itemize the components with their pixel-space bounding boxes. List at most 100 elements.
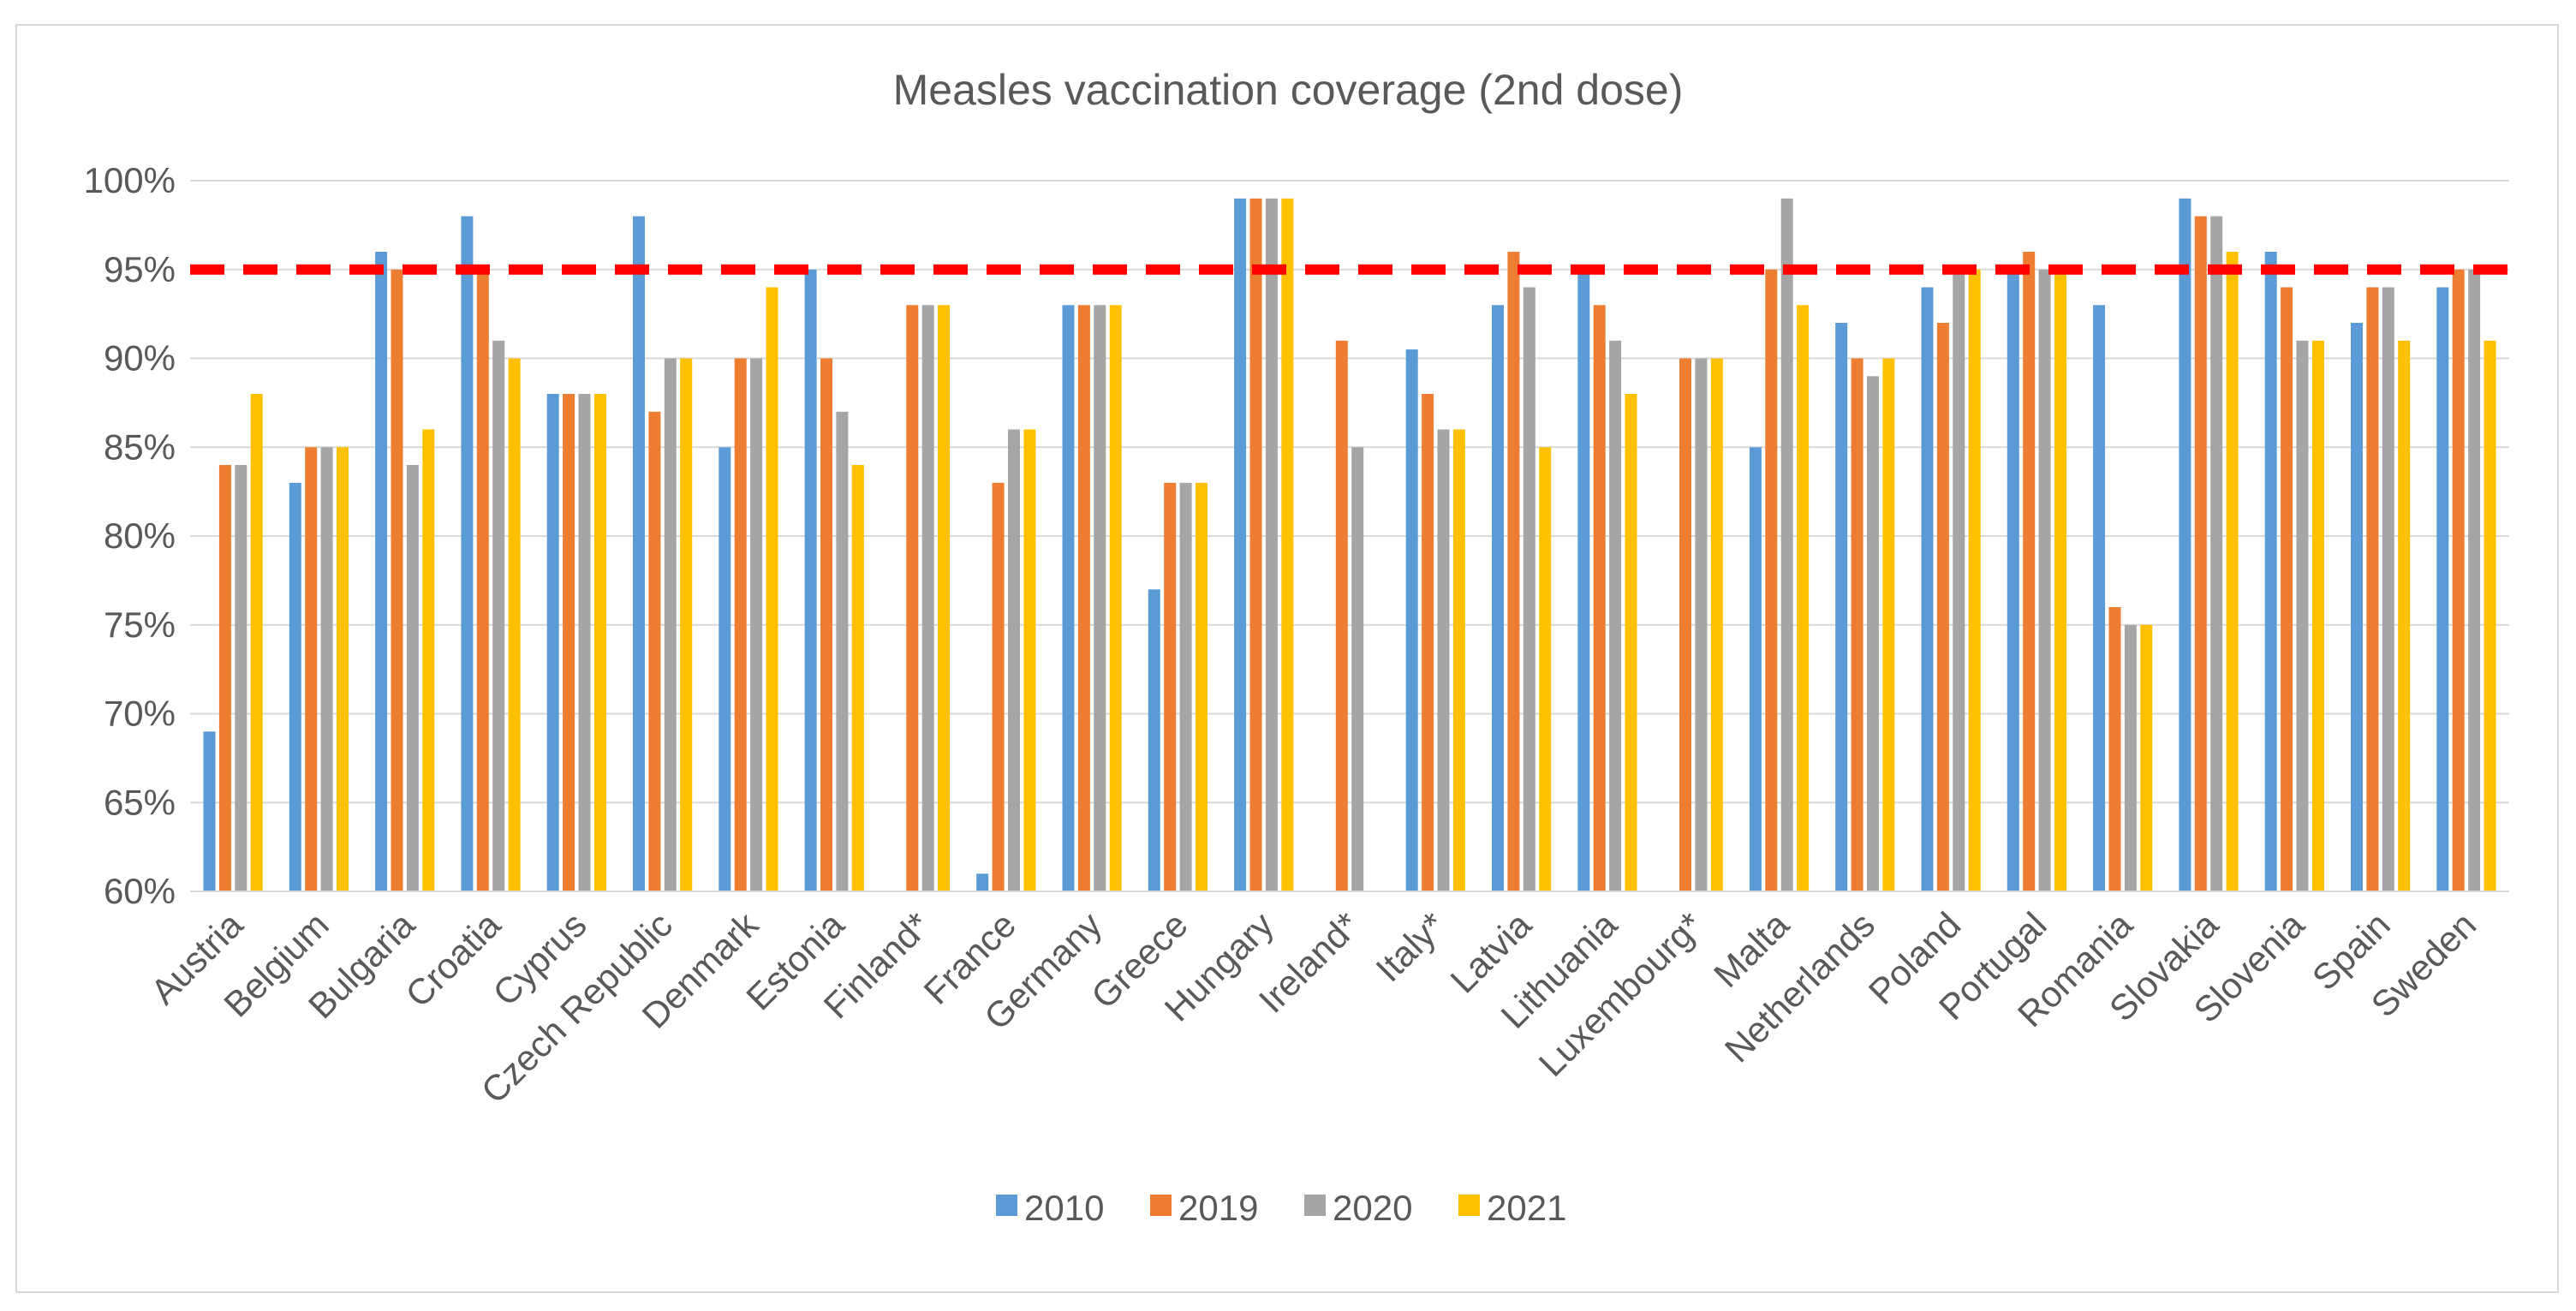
legend-label-2010: 2010 [1024, 1188, 1104, 1228]
bar-2020-hungary [1265, 198, 1278, 892]
bar-2020-denmark [750, 358, 763, 891]
bar-2019-denmark [734, 358, 747, 891]
bar-2021-luxembourg [1710, 358, 1723, 891]
bar-2020-finland [921, 305, 934, 892]
bar-2021-denmark [766, 287, 778, 891]
y-tick-label: 90% [104, 338, 176, 378]
bar-2021-malta [1797, 305, 1810, 892]
bar-2010-poland [1921, 287, 1934, 891]
bar-2010-cyprus [546, 394, 559, 891]
bar-2019-sweden [2452, 269, 2465, 892]
bar-2021-france [1023, 429, 1036, 891]
bar-2010-france [976, 873, 989, 892]
bar-2010-estonia [804, 269, 817, 892]
bar-2021-romania [2140, 624, 2153, 892]
bar-2019-austria [218, 465, 231, 891]
bar-2021-finland [938, 305, 951, 892]
bar-2020-bulgaria [406, 465, 419, 891]
bar-2019-italy [1422, 394, 1434, 891]
bar-2010-sweden [2436, 287, 2449, 891]
bar-2020-germany [1094, 305, 1106, 892]
bar-2021-estonia [851, 465, 864, 891]
legend-label-2019: 2019 [1178, 1188, 1258, 1228]
bar-2019-malta [1765, 269, 1778, 892]
bar-2010-belgium [289, 482, 301, 892]
y-tick-label: 75% [104, 605, 176, 645]
y-tick-label: 100% [84, 160, 176, 200]
bar-2010-hungary [1234, 198, 1247, 892]
bar-2019-czech-republic [648, 411, 661, 892]
bar-2010-romania [2093, 305, 2106, 892]
bar-2010-latvia [1492, 305, 1504, 892]
bar-2020-sweden [2468, 269, 2481, 892]
bar-2019-poland [1936, 323, 1949, 891]
bar-2021-poland [1968, 269, 1981, 892]
bar-2019-france [992, 482, 1005, 892]
chart-title: Measles vaccination coverage (2nd dose) [893, 66, 1684, 114]
bar-2020-estonia [836, 411, 849, 892]
legend-label-2020: 2020 [1333, 1188, 1412, 1228]
bar-2020-slovenia [2296, 340, 2309, 892]
bar-2020-ireland [1351, 447, 1364, 892]
legend: 2010 2019 2020 2021 [996, 1188, 1566, 1228]
bar-2010-slovakia [2179, 198, 2191, 892]
bar-2020-lithuania [1609, 340, 1622, 892]
bar-2021-cyprus [593, 394, 606, 891]
y-tick-label: 65% [104, 782, 176, 822]
bar-2020-italy [1437, 429, 1450, 891]
bar-2020-cyprus [578, 394, 591, 891]
bar-2019-luxembourg [1679, 358, 1691, 891]
bar-2020-austria [235, 465, 247, 891]
y-axis-ticks: 60% 65% 70% 75% 80% 85% 90% 95% 100% [84, 160, 176, 911]
bar-2020-romania [2124, 624, 2137, 892]
bar-2021-bulgaria [422, 429, 435, 891]
bar-2019-greece [1164, 482, 1177, 892]
bar-2021-hungary [1281, 198, 1294, 892]
bar-2019-portugal [2023, 252, 2036, 891]
bar-2021-lithuania [1625, 394, 1637, 891]
bar-2010-portugal [2007, 269, 2019, 892]
bar-2020-luxembourg [1695, 358, 1708, 891]
bar-2021-belgium [337, 447, 349, 892]
bar-2019-germany [1077, 305, 1090, 892]
bar-2010-czech-republic [633, 216, 645, 891]
bar-2020-portugal [2038, 269, 2051, 892]
y-tick-label: 60% [104, 871, 176, 911]
legend-swatch-2010 [996, 1195, 1017, 1216]
bar-2010-netherlands [1835, 323, 1848, 891]
legend-label-2021: 2021 [1487, 1188, 1566, 1228]
bar-2019-lithuania [1593, 305, 1606, 892]
bar-2010-bulgaria [375, 252, 388, 891]
bar-2019-croatia [476, 269, 489, 892]
y-tick-label: 70% [104, 694, 176, 734]
bar-2021-czech-republic [680, 358, 693, 891]
bar-2019-netherlands [1851, 358, 1863, 891]
bar-2019-cyprus [563, 394, 575, 891]
bar-2020-croatia [492, 340, 505, 892]
y-tick-label: 95% [104, 249, 176, 289]
bar-2021-netherlands [1882, 358, 1895, 891]
bar-2021-spain [2398, 340, 2411, 892]
bar-2010-austria [203, 731, 216, 892]
bar-2020-poland [1953, 269, 1965, 892]
bar-2010-spain [2351, 323, 2363, 891]
bar-2020-greece [1179, 482, 1192, 892]
bar-2010-greece [1148, 589, 1160, 892]
bar-2021-greece [1196, 482, 1208, 892]
legend-swatch-2020 [1304, 1195, 1326, 1216]
bar-2021-croatia [508, 358, 521, 891]
bar-2019-romania [2108, 607, 2121, 891]
bar-2010-malta [1749, 447, 1762, 892]
bar-2021-italy [1452, 429, 1465, 891]
bar-2019-belgium [305, 447, 318, 892]
bar-2020-czech-republic [664, 358, 677, 891]
category-labels: AustriaBelgiumBulgariaCroatiaCyprusCzech… [143, 903, 2484, 1111]
bar-2019-estonia [820, 358, 832, 891]
x-category-label: Croatia [397, 904, 508, 1015]
bar-2021-portugal [2054, 269, 2066, 892]
bar-2019-finland [906, 305, 919, 892]
x-category-label: Italy* [1368, 904, 1452, 989]
bar-2010-italy [1405, 349, 1418, 892]
bar-2020-belgium [320, 447, 333, 892]
